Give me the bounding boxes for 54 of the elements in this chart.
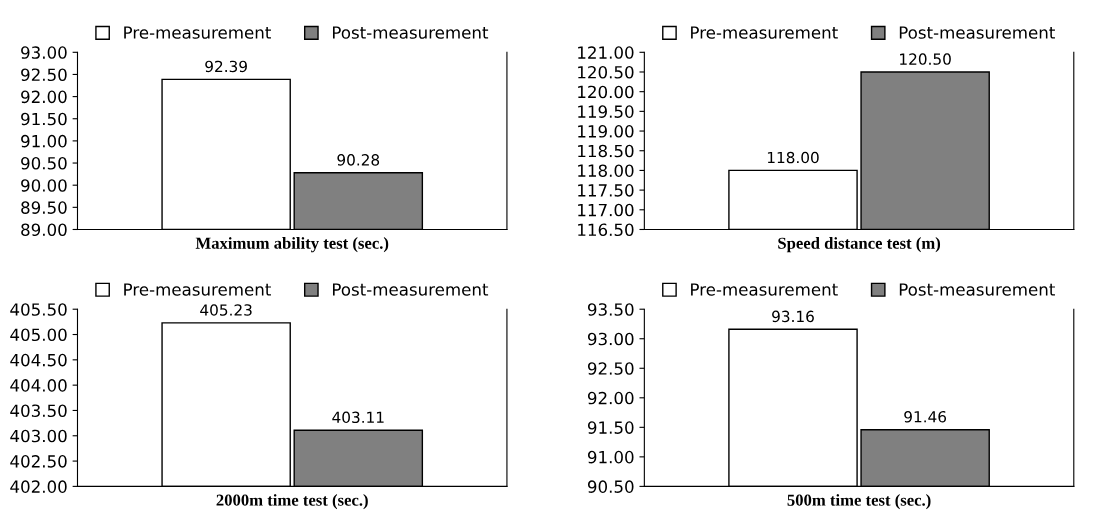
legend-label: Pre-measurement — [691, 283, 838, 296]
legend-label: Post-measurement — [899, 26, 1055, 39]
legend-label: Post-measurement — [899, 283, 1055, 296]
y-tick-label: 92.50 — [21, 68, 67, 82]
y-tick-label: 402.00 — [10, 480, 67, 493]
y-tick-label: 403.00 — [10, 429, 67, 443]
y-tick-label: 91.50 — [21, 112, 67, 126]
y-tick-label: 93.50 — [587, 303, 634, 316]
y-tick-label: 117.00 — [578, 203, 634, 217]
y-tick-label: 402.50 — [10, 455, 67, 468]
y-tick-label: 405.00 — [10, 328, 67, 342]
legend-label: Post-measurement — [332, 283, 489, 296]
y-tick-label: 89.50 — [21, 201, 67, 214]
y-tick-label: 91.00 — [21, 134, 67, 148]
data-label: 120.50 — [900, 53, 951, 65]
data-label: 403.11 — [332, 411, 384, 424]
x-axis-title: Maximum ability test (sec.) — [195, 237, 389, 253]
y-tick-label: 118.50 — [578, 144, 634, 158]
data-label: 118.00 — [767, 151, 819, 164]
y-tick-label: 404.00 — [10, 379, 67, 392]
legend-label: Pre-measurement — [691, 26, 838, 39]
y-tick-label: 89.00 — [21, 223, 67, 237]
y-tick-label: 90.50 — [587, 480, 634, 493]
y-tick-label: 90.00 — [21, 179, 67, 192]
y-tick-label: 120.00 — [578, 85, 634, 99]
y-tick-label: 118.00 — [578, 164, 634, 177]
y-tick-label: 91.50 — [587, 421, 634, 434]
y-tick-label: 403.50 — [10, 404, 67, 418]
data-label: 91.46 — [904, 411, 947, 423]
y-tick-label: 119.50 — [578, 105, 634, 118]
x-axis-title: Speed distance test (m) — [778, 237, 941, 253]
legend-label: Pre-measurement — [124, 283, 271, 296]
y-tick-label: 93.00 — [587, 332, 634, 346]
x-axis-title: 500m time test (sec.) — [787, 494, 931, 510]
y-tick-label: 93.00 — [21, 46, 67, 59]
y-tick-label: 119.00 — [578, 125, 634, 138]
legend-label: Post-measurement — [332, 26, 489, 39]
legend-label: Pre-measurement — [124, 26, 271, 39]
y-tick-label: 121.00 — [578, 46, 634, 59]
y-tick-label: 91.00 — [587, 450, 634, 464]
data-label: 405.23 — [200, 304, 252, 316]
data-label: 92.39 — [205, 60, 247, 73]
y-tick-label: 92.00 — [21, 90, 67, 104]
data-label: 93.16 — [772, 310, 814, 323]
y-tick-label: 120.50 — [578, 65, 634, 79]
y-tick-label: 117.50 — [578, 184, 634, 197]
x-axis-title: 2000m time test (sec.) — [216, 494, 368, 510]
y-tick-label: 92.00 — [587, 391, 634, 405]
y-tick-label: 92.50 — [587, 362, 634, 375]
data-label: 90.28 — [337, 154, 380, 166]
y-tick-label: 405.50 — [10, 303, 67, 316]
y-tick-label: 116.50 — [578, 223, 634, 237]
y-tick-label: 90.50 — [21, 157, 67, 170]
y-tick-label: 404.50 — [10, 353, 67, 367]
